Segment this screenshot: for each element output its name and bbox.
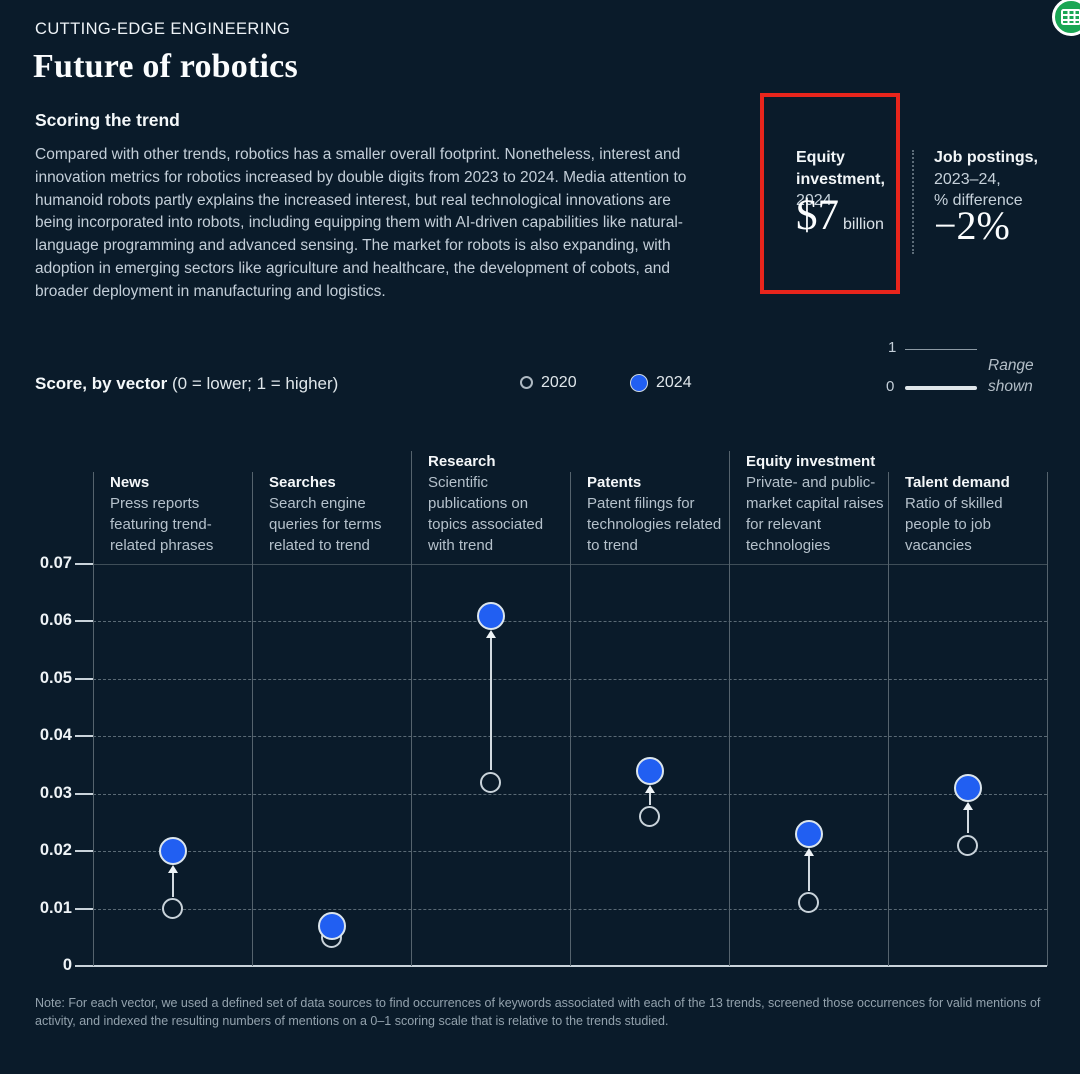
stat-jobs-sublabel-years: 2023–24, [934, 170, 1001, 188]
y-axis-label: 0.01 [39, 898, 72, 917]
category-title: Research [428, 453, 496, 470]
category-description: Patent filings for technologies related … [587, 495, 722, 554]
x-axis-baseline [75, 965, 1047, 967]
category-title: Equity investment [746, 453, 876, 470]
stat-equity-sublabel: 2024 [796, 192, 832, 209]
trend-arrow [489, 635, 492, 771]
trend-arrow [171, 871, 174, 897]
legend-2024-label: 2024 [656, 374, 692, 392]
data-point-2024 [158, 837, 187, 866]
category-title: News [110, 474, 150, 491]
category-description: Scientific publications on topics associ… [428, 474, 544, 554]
column-divider [570, 472, 571, 966]
data-point-2024 [794, 819, 823, 848]
stat-equity-unit: billion [843, 216, 884, 233]
trend-arrow [807, 853, 810, 891]
category-header: Research Scientific publications on topic… [428, 451, 568, 556]
data-point-2024 [476, 601, 505, 630]
category-header: Equity investment Private- and public-mar… [746, 451, 886, 556]
y-axis-label: 0.03 [39, 783, 72, 802]
filled-circle-icon [630, 374, 648, 392]
y-axis-tick [75, 620, 93, 623]
data-point-2020 [639, 806, 660, 828]
column-divider [729, 451, 730, 966]
category-header: News Press reports featuring trend-relate… [110, 472, 250, 556]
data-point-2020 [480, 771, 501, 793]
y-axis-label: 0.06 [39, 611, 72, 630]
y-axis-tick [75, 677, 93, 680]
stat-jobs-sublabel-metric: % difference [934, 192, 1023, 209]
column-divider [252, 472, 253, 966]
category-title: Talent demand [905, 474, 1010, 491]
stat-jobs-value: −2% [934, 203, 1010, 248]
table-data-button[interactable] [1052, 0, 1080, 36]
trend-arrow [966, 807, 969, 834]
range-thin-line [905, 349, 977, 350]
legend-item-2020[interactable]: 2020 [520, 374, 577, 392]
data-point-2024 [953, 773, 982, 802]
footnote: Note: For each vector, we used a defined… [35, 996, 1041, 1028]
column-divider [411, 451, 412, 966]
trend-arrow-head-icon [644, 784, 655, 793]
data-point-2020 [957, 834, 978, 856]
stat-divider [912, 150, 914, 254]
stat-job-postings: Job postings, 2023–24, % difference −2% [934, 147, 1064, 246]
legend-item-2024[interactable]: 2024 [630, 374, 692, 392]
y-axis-tick [75, 792, 93, 795]
y-axis-label: 0.04 [39, 726, 72, 745]
category-description: Private- and public-market capital raise… [746, 474, 884, 554]
data-point-2020 [798, 892, 819, 914]
column-divider [93, 472, 94, 966]
y-axis-tick [75, 563, 93, 565]
y-axis-tick [75, 735, 93, 738]
plot-right-border [1047, 472, 1048, 966]
category-description: Press reports featuring trend-related ph… [110, 495, 214, 554]
data-point-2024 [317, 911, 346, 940]
table-grid-icon [1061, 9, 1080, 25]
intro-paragraph: Compared with other trends, robotics has… [35, 146, 687, 300]
category-description: Search engine queries for terms related … [269, 495, 382, 554]
score-axis-caption-bold: Score, by vector [35, 374, 168, 393]
category-title: Searches [269, 474, 336, 491]
data-point-2020 [162, 898, 183, 920]
range-top-value: 1 [888, 339, 897, 356]
stat-equity-value: $7 [796, 192, 839, 239]
y-axis-label: 0.05 [39, 668, 72, 687]
data-point-2024 [635, 756, 664, 785]
y-axis-tick [75, 850, 93, 853]
section-title: Scoring the trend [35, 110, 180, 130]
range-bottom-value: 0 [886, 378, 895, 395]
y-axis-label: 0.07 [39, 554, 72, 572]
category-description: Ratio of skilled people to job vacancies [905, 495, 1003, 554]
page-title: Future of robotics [33, 48, 298, 85]
category-header: Searches Search engine queries for terms … [269, 472, 409, 556]
trend-arrow-head-icon [962, 801, 973, 810]
stat-jobs-label: Job postings, [934, 149, 1038, 166]
category-header: Patents Patent filings for technologies r… [587, 472, 727, 556]
category-title: Patents [587, 474, 642, 491]
open-circle-icon [520, 376, 533, 390]
trend-arrow-head-icon [167, 865, 178, 874]
category-header: Talent demand Ratio of skilled people to … [905, 472, 1045, 556]
stat-equity-investment: Equity investment, 2024 $7 billion [796, 147, 896, 237]
stat-equity-label: Equity investment, [796, 149, 885, 188]
trend-arrow-head-icon [485, 629, 496, 638]
red-highlight-box [760, 93, 900, 294]
score-axis-caption: Score, by vector (0 = lower; 1 = higher) [35, 374, 338, 394]
legend-2020-label: 2020 [541, 374, 577, 391]
y-axis-label: 0 [62, 956, 72, 974]
score-axis-caption-rest: (0 = lower; 1 = higher) [167, 374, 339, 393]
range-thick-line [905, 386, 977, 390]
range-caption: Range shown [988, 357, 1034, 395]
trend-arrow [648, 790, 651, 805]
eyebrow: CUTTING-EDGE ENGINEERING [35, 20, 291, 38]
y-axis-tick [75, 907, 93, 910]
column-divider [888, 472, 889, 966]
trend-arrow-head-icon [803, 847, 814, 856]
y-axis-label: 0.02 [39, 841, 72, 860]
